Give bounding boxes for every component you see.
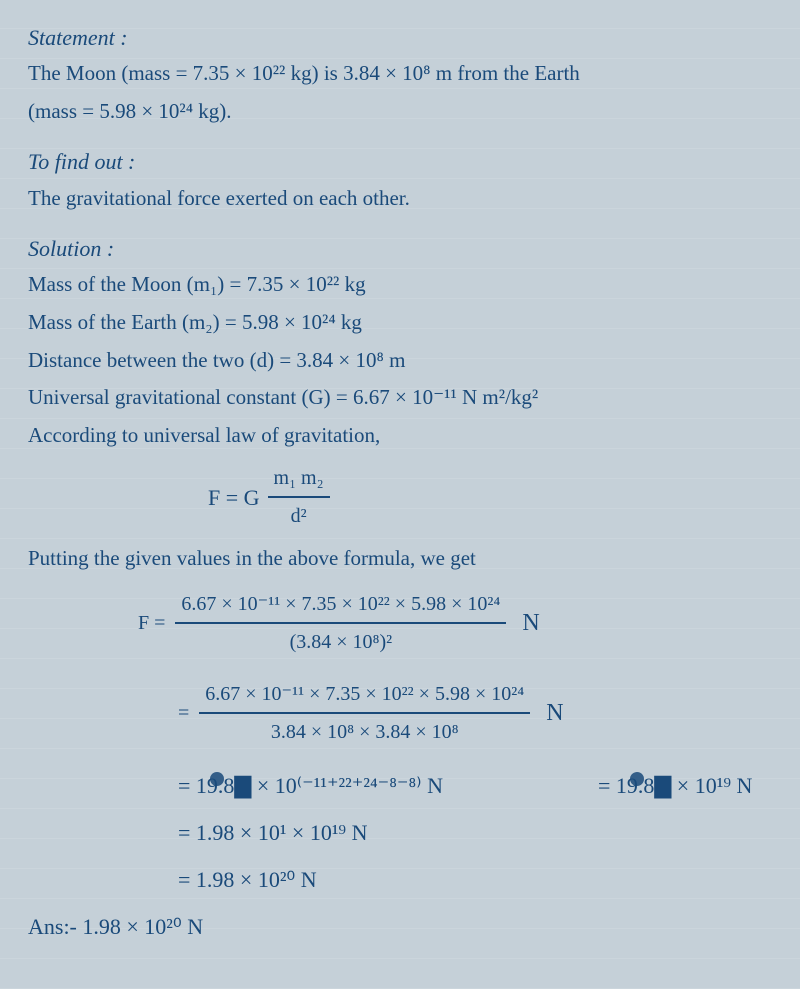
step1-unit: N [522,604,539,642]
mass-moon: Mass of the Moon (m₁) = 7.35 × 10²² kg [28,268,772,302]
mass-earth: Mass of the Earth (m₂) = 5.98 × 10²⁴ kg [28,306,772,340]
calculation-step-3: = 19.8▇ × 10⁽⁻¹¹⁺²²⁺²⁴⁻⁸⁻⁸⁾ N [178,768,443,803]
solution-heading: Solution : [28,231,772,266]
final-answer: Ans:- 1.98 × 10²⁰ N [28,909,772,944]
formula-fraction: m₁ m₂ d² [268,462,330,532]
step2-fraction: 6.67 × 10⁻¹¹ × 7.35 × 10²² × 5.98 × 10²⁴… [199,678,530,748]
tofind-heading: To find out : [28,144,772,179]
law-statement: According to universal law of gravitatio… [28,419,772,453]
gravitation-formula: F = G m₁ m₂ d² [208,462,772,532]
formula-denominator: d² [285,498,313,532]
step2-unit: N [546,694,563,732]
step1-lhs: F = [138,607,165,639]
distance: Distance between the two (d) = 3.84 × 10… [28,344,772,378]
statement-line-1: The Moon (mass = 7.35 × 10²² kg) is 3.84… [28,57,772,91]
statement-heading: Statement : [28,20,772,55]
step2-numerator: 6.67 × 10⁻¹¹ × 7.35 × 10²² × 5.98 × 10²⁴ [199,678,530,714]
step1-numerator: 6.67 × 10⁻¹¹ × 7.35 × 10²² × 5.98 × 10²⁴ [175,588,506,624]
gravitational-constant: Universal gravitational constant (G) = 6… [28,381,772,415]
step2-eq: = [178,697,189,729]
tofind-line: The gravitational force exerted on each … [28,182,772,216]
calculation-step-1: F = 6.67 × 10⁻¹¹ × 7.35 × 10²² × 5.98 × … [138,588,772,658]
formula-numerator: m₁ m₂ [268,462,330,498]
calculation-step-5: = 1.98 × 10¹ × 10¹⁹ N [178,815,772,850]
calculation-step-6: = 1.98 × 10²⁰ N [178,862,772,897]
step2-denominator: 3.84 × 10⁸ × 3.84 × 10⁸ [265,714,465,748]
calculation-step-4: = 19.8▇ × 10¹⁹ N [598,768,752,803]
step1-denominator: (3.84 × 10⁸)² [284,624,399,658]
step1-fraction: 6.67 × 10⁻¹¹ × 7.35 × 10²² × 5.98 × 10²⁴… [175,588,506,658]
putting-values: Putting the given values in the above fo… [28,542,772,576]
calculation-step-2: = 6.67 × 10⁻¹¹ × 7.35 × 10²² × 5.98 × 10… [178,678,772,748]
formula-lhs: F = G [208,480,260,515]
statement-line-2: (mass = 5.98 × 10²⁴ kg). [28,95,772,129]
